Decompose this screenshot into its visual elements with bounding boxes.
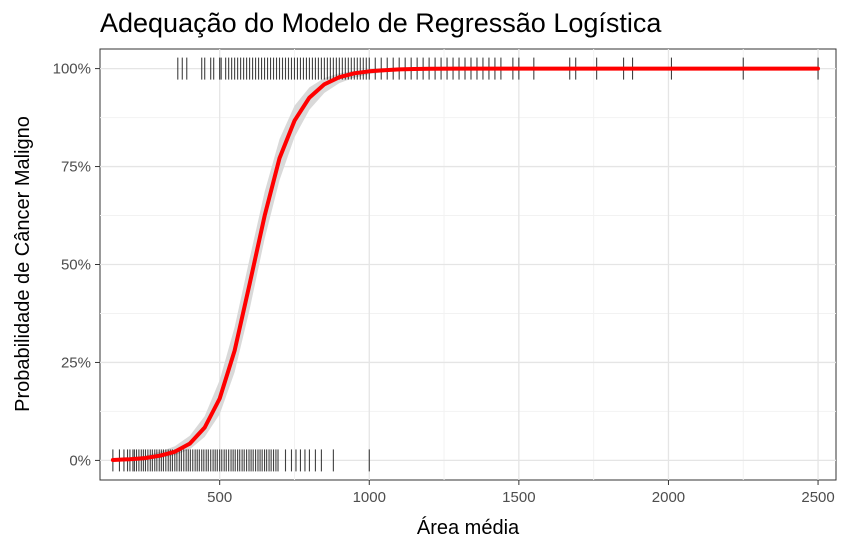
fitted-line-layer — [110, 66, 820, 462]
fitted-line — [110, 66, 820, 462]
x-tick-label: 500 — [207, 489, 232, 506]
rug-layer — [112, 57, 819, 472]
y-tick-label: 50% — [61, 257, 91, 274]
x-axis-title: Área média — [417, 516, 520, 539]
chart-title: Adequação do Modelo de Regressão Logísti… — [100, 8, 662, 38]
grid — [100, 49, 836, 480]
x-tick-label: 2000 — [652, 489, 685, 506]
y-tick-label: 100% — [53, 61, 91, 78]
y-tick-label: 0% — [69, 452, 91, 469]
x-tick-label: 2500 — [801, 489, 834, 506]
y-axis-title: Probabilidade de Câncer Maligno — [12, 116, 34, 412]
y-tick-label: 25% — [61, 354, 91, 371]
axes: 500 1000 1500 2000 2500 0% 25% 50% 75% 100% — [53, 61, 835, 506]
x-tick-label: 1000 — [353, 489, 386, 506]
y-tick-label: 75% — [61, 159, 91, 176]
x-tick-label: 1500 — [502, 489, 535, 506]
